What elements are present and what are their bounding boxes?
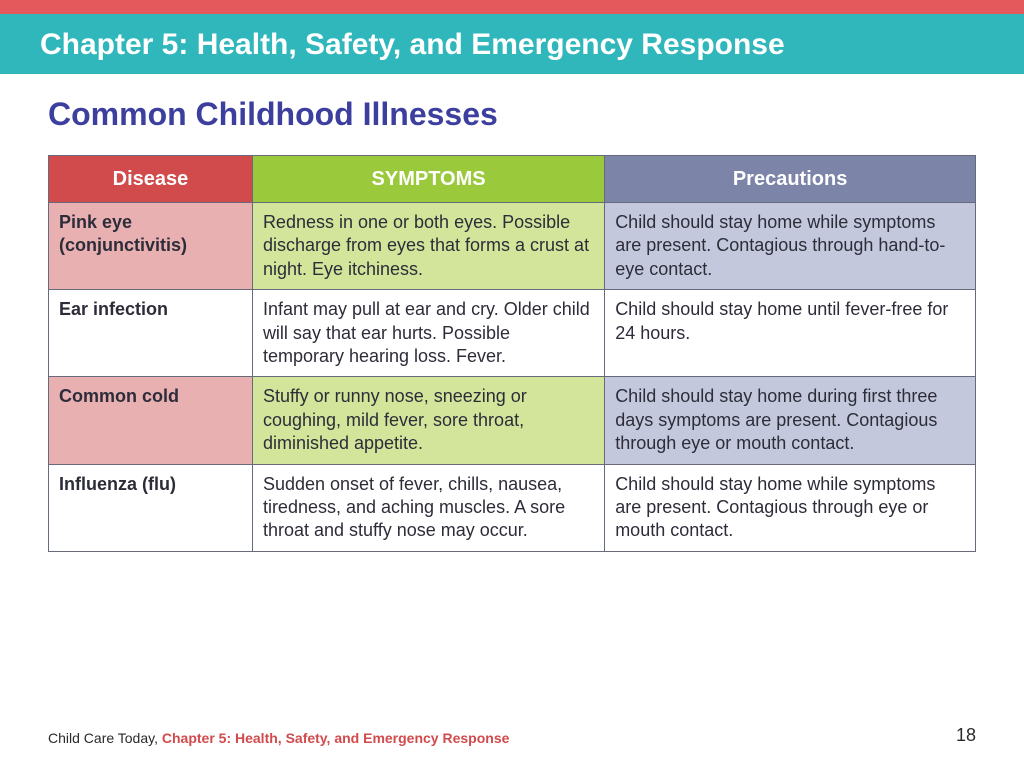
- table-row: Common cold Stuffy or runny nose, sneezi…: [49, 377, 976, 464]
- footer-source: Child Care Today, Chapter 5: Health, Saf…: [48, 730, 509, 746]
- illness-table: Disease SYMPTOMS Precautions Pink eye (c…: [48, 155, 976, 552]
- table-header-row: Disease SYMPTOMS Precautions: [49, 156, 976, 203]
- slide: Chapter 5: Health, Safety, and Emergency…: [0, 0, 1024, 768]
- cell-precautions: Child should stay home during first thre…: [605, 377, 976, 464]
- cell-symptoms: Stuffy or runny nose, sneezing or coughi…: [252, 377, 604, 464]
- table-row: Pink eye (conjunctivitis) Redness in one…: [49, 203, 976, 290]
- cell-disease: Pink eye (conjunctivitis): [49, 203, 253, 290]
- chapter-title: Chapter 5: Health, Safety, and Emergency…: [40, 28, 785, 61]
- top-accent-bar: [0, 0, 1024, 14]
- table-row: Influenza (flu) Sudden onset of fever, c…: [49, 464, 976, 551]
- th-disease: Disease: [49, 156, 253, 203]
- content-area: Common Childhood Illnesses Disease SYMPT…: [0, 74, 1024, 552]
- cell-symptoms: Redness in one or both eyes. Possible di…: [252, 203, 604, 290]
- table-body: Pink eye (conjunctivitis) Redness in one…: [49, 203, 976, 552]
- cell-symptoms: Sudden onset of fever, chills, nausea, t…: [252, 464, 604, 551]
- page-subtitle: Common Childhood Illnesses: [48, 96, 976, 133]
- cell-precautions: Child should stay home until fever-free …: [605, 290, 976, 377]
- footer-source-text: Child Care Today,: [48, 730, 162, 746]
- th-symptoms: SYMPTOMS: [252, 156, 604, 203]
- footer-chapter-ref: Chapter 5: Health, Safety, and Emergency…: [162, 730, 510, 746]
- cell-disease: Common cold: [49, 377, 253, 464]
- th-precautions: Precautions: [605, 156, 976, 203]
- cell-precautions: Child should stay home while symptoms ar…: [605, 203, 976, 290]
- page-number: 18: [956, 725, 976, 746]
- cell-symptoms: Infant may pull at ear and cry. Older ch…: [252, 290, 604, 377]
- cell-disease: Ear infection: [49, 290, 253, 377]
- cell-precautions: Child should stay home while symptoms ar…: [605, 464, 976, 551]
- table-row: Ear infection Infant may pull at ear and…: [49, 290, 976, 377]
- chapter-title-bar: Chapter 5: Health, Safety, and Emergency…: [0, 14, 1024, 74]
- cell-disease: Influenza (flu): [49, 464, 253, 551]
- slide-footer: Child Care Today, Chapter 5: Health, Saf…: [48, 725, 976, 746]
